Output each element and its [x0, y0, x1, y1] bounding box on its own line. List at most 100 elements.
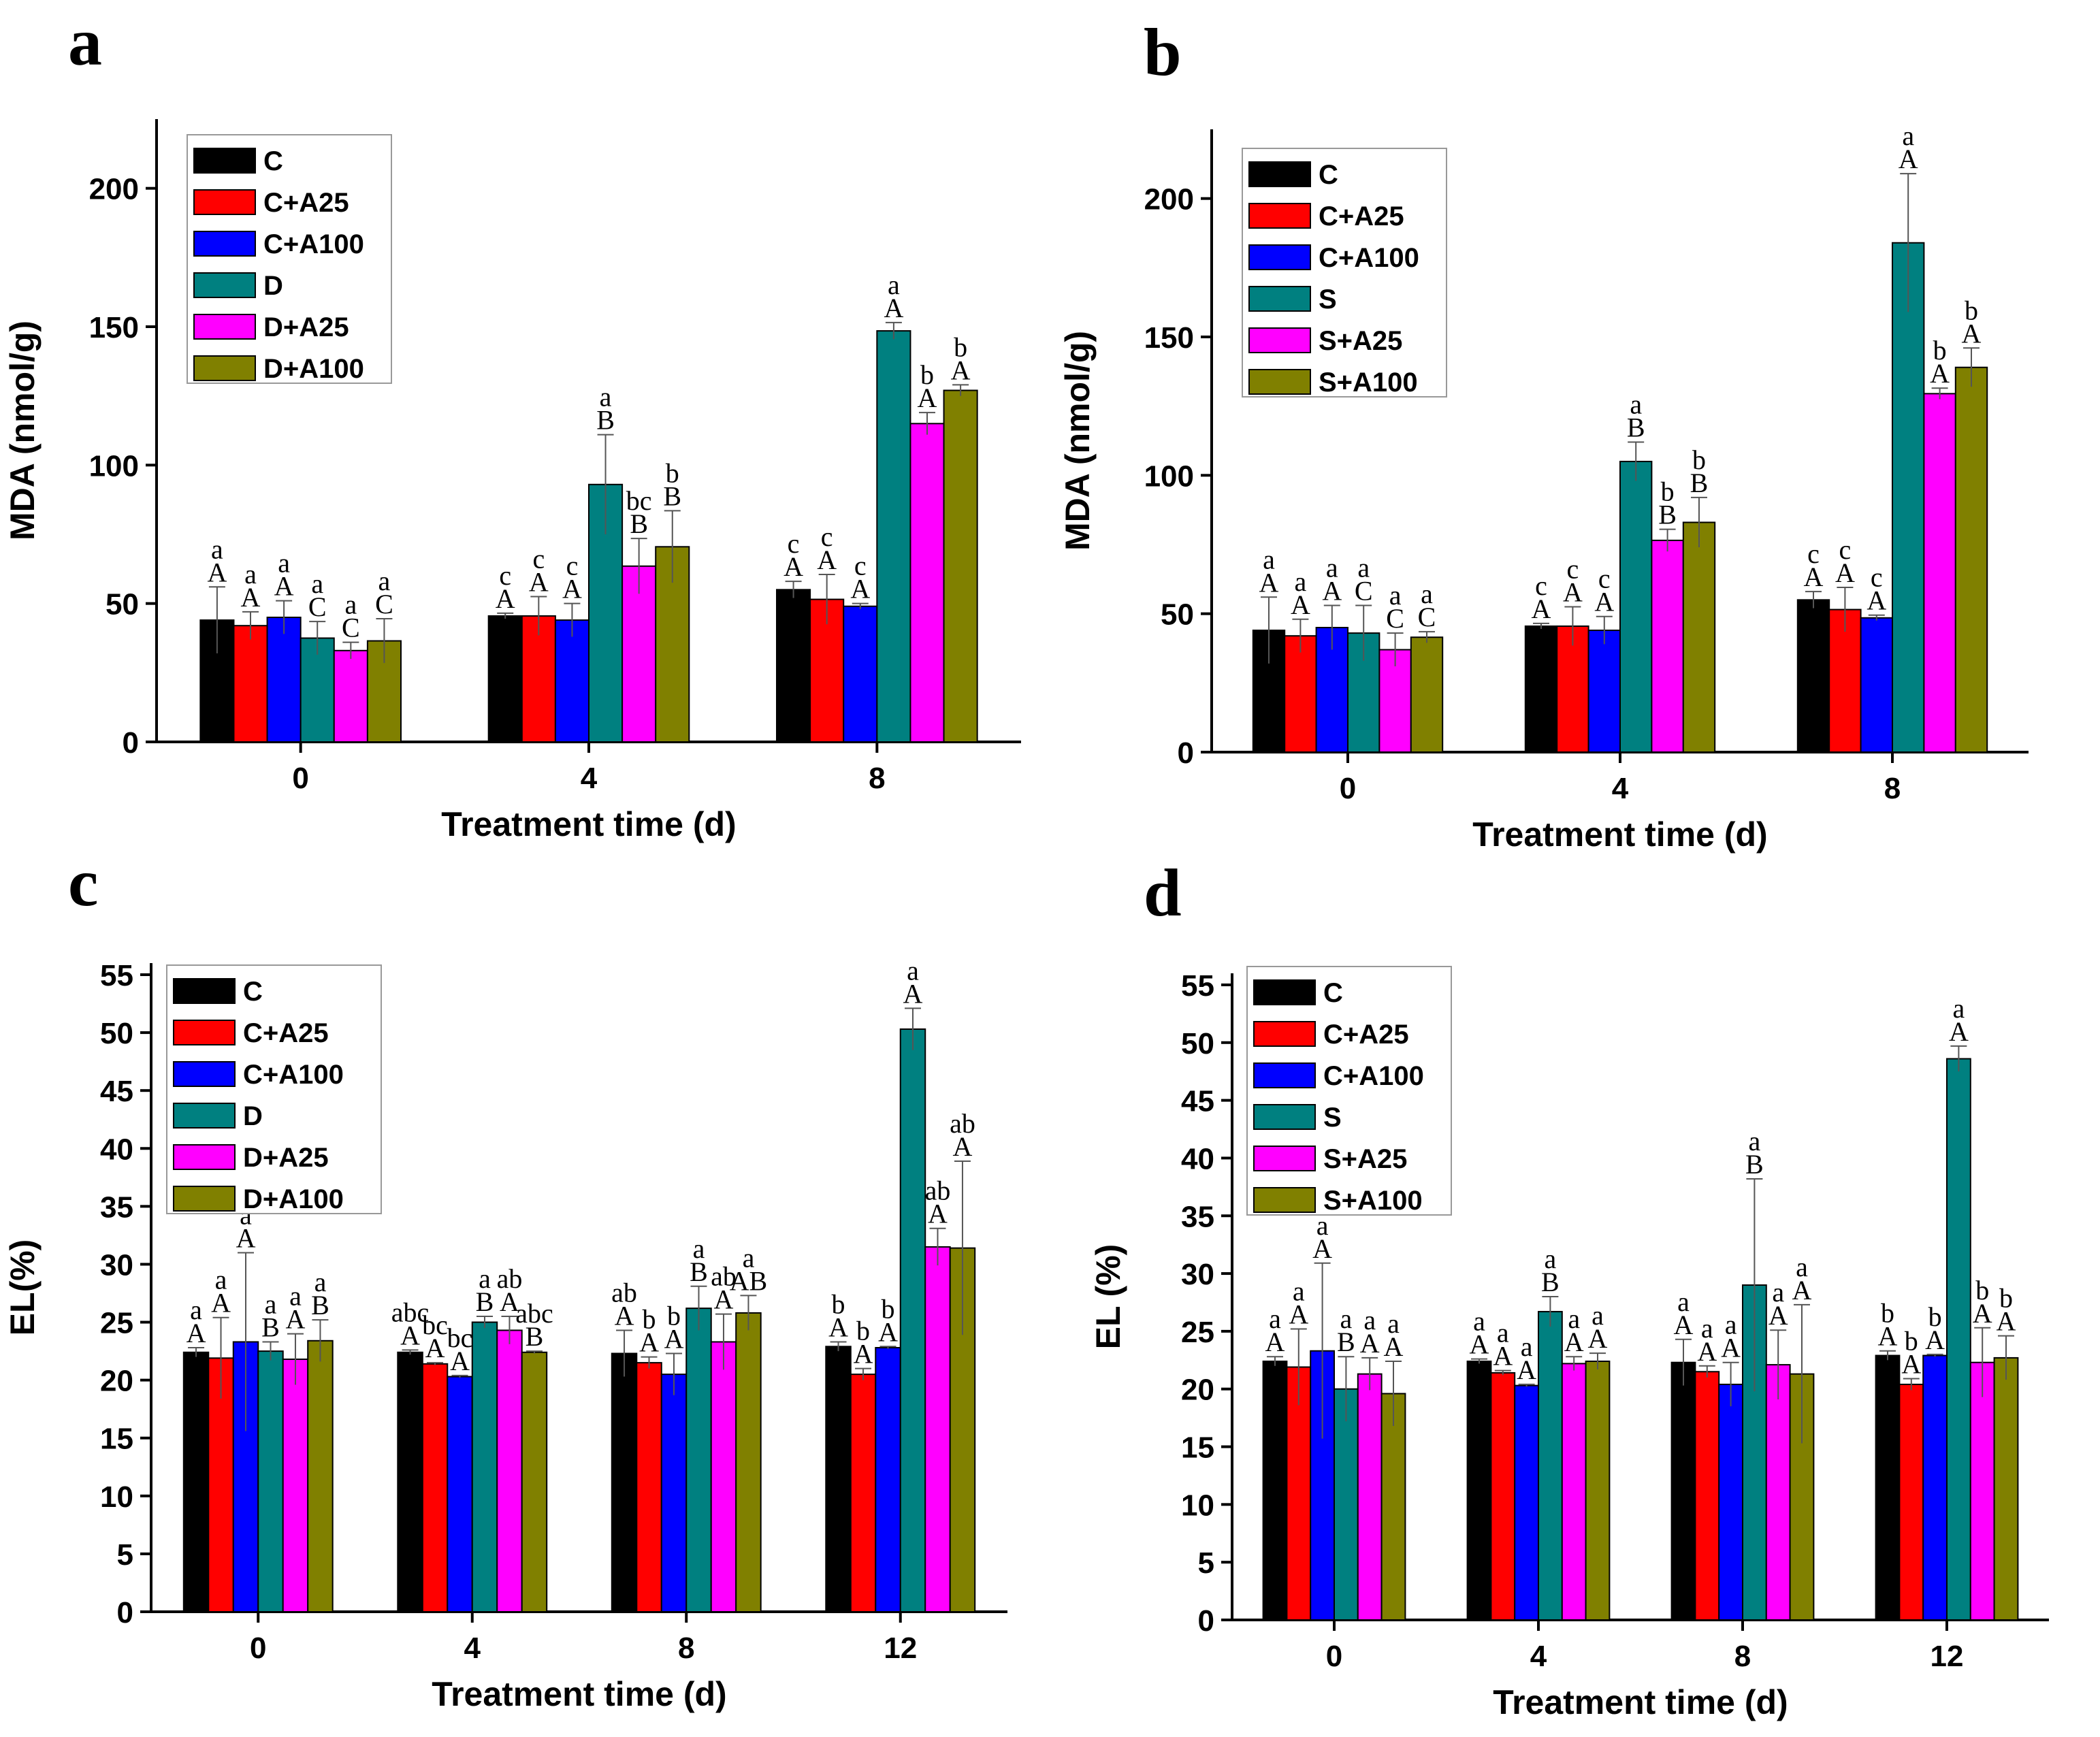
significance-upper-label: A: [529, 567, 549, 598]
bar: [1860, 617, 1894, 753]
significance-lower-label: a: [1269, 1303, 1281, 1334]
significance-upper-label: A: [1564, 1327, 1584, 1357]
legend-label: D: [243, 1101, 263, 1131]
significance-upper-label: A: [615, 1300, 634, 1331]
significance-upper-label: A: [1588, 1323, 1608, 1354]
x-tick-label: 0: [1340, 772, 1356, 805]
significance-upper-label: A: [425, 1333, 445, 1363]
significance-lower-label: a: [190, 1295, 202, 1325]
legend-swatch: [193, 231, 256, 257]
bar: [1828, 608, 1862, 753]
y-tick-label: 200: [1144, 183, 1194, 216]
bar: [1284, 635, 1317, 753]
significance-lower-label: a: [1568, 1303, 1580, 1334]
significance-upper-label: C: [1355, 575, 1373, 606]
bar: [1514, 1384, 1539, 1621]
bar: [447, 1376, 473, 1612]
bar: [1556, 625, 1589, 753]
x-axis-title: Treatment time (d): [432, 1675, 726, 1713]
significance-upper-label: C: [342, 613, 360, 643]
significance-lower-label: c: [788, 528, 800, 559]
y-tick-label: 100: [89, 449, 139, 483]
significance-upper-label: A: [714, 1284, 734, 1315]
significance-lower-label: b: [643, 1304, 656, 1335]
significance-lower-label: a: [211, 534, 223, 564]
bar: [1651, 539, 1684, 753]
legend-label: C: [243, 977, 263, 1007]
significance-upper-label: C: [1418, 602, 1436, 632]
significance-upper-label: A: [1901, 1348, 1921, 1379]
significance-lower-label: b: [832, 1288, 845, 1319]
x-tick-label: 8: [678, 1632, 694, 1665]
y-tick-label: 20: [1181, 1374, 1214, 1407]
significance-upper-label: B: [311, 1290, 329, 1320]
y-tick-label: 35: [1181, 1200, 1214, 1233]
x-tick-label: 4: [581, 762, 598, 795]
significance-lower-label: a: [1421, 579, 1433, 609]
significance-lower-label: a: [1630, 389, 1642, 420]
bar: [636, 1362, 662, 1613]
significance-lower-label: c: [854, 551, 867, 581]
legend-label: C+A25: [263, 188, 349, 218]
x-tick-label: 4: [1612, 772, 1629, 805]
significance-upper-label: A: [187, 1318, 206, 1348]
y-tick-label: 30: [100, 1248, 133, 1282]
significance-upper-label: A: [884, 293, 903, 323]
significance-upper-label: B: [1745, 1149, 1764, 1180]
significance-lower-label: b: [1933, 335, 1947, 366]
legend-label: C: [1323, 978, 1343, 1008]
significance-lower-label: a: [378, 566, 391, 596]
legend-label: D: [263, 271, 283, 301]
significance-lower-label: b: [1661, 476, 1675, 507]
legend-swatch: [1248, 327, 1311, 353]
significance-upper-label: B: [261, 1312, 280, 1342]
bar: [1899, 1383, 1924, 1621]
bar: [875, 1346, 901, 1612]
x-tick-label: 4: [464, 1632, 481, 1665]
legend-swatch: [193, 314, 256, 340]
significance-lower-label: a: [888, 270, 900, 300]
significance-upper-label: A: [1291, 589, 1310, 620]
significance-upper-label: A: [1470, 1329, 1489, 1360]
x-tick-label: 0: [292, 762, 308, 795]
bar: [1892, 242, 1925, 753]
significance-upper-label: B: [1658, 500, 1677, 530]
bar: [1466, 1361, 1492, 1621]
significance-lower-label: a: [311, 568, 323, 599]
legend-label: C+A25: [1319, 201, 1404, 231]
significance-lower-label: ab: [950, 1108, 975, 1139]
bar: [1380, 1393, 1406, 1621]
bar: [1682, 521, 1716, 753]
significance-upper-label: A: [1867, 585, 1886, 616]
y-axis-title: MDA (nmol/g): [1059, 331, 1097, 551]
y-tick-label: 0: [1178, 736, 1194, 770]
y-tick-label: 45: [100, 1075, 133, 1108]
significance-upper-label: A: [639, 1327, 659, 1358]
significance-upper-label: A: [1563, 577, 1583, 608]
bar: [1954, 366, 1988, 753]
bar: [182, 1351, 210, 1613]
significance-upper-label: A: [953, 1131, 973, 1162]
legend-label: S: [1323, 1103, 1342, 1133]
significance-upper-label: A: [211, 1288, 231, 1318]
y-tick-label: 50: [100, 1017, 133, 1050]
legend-label: C: [1319, 160, 1338, 190]
panel-letter: a: [68, 4, 102, 80]
significance-lower-label: a: [1545, 1244, 1557, 1274]
y-tick-label: 25: [100, 1307, 133, 1340]
significance-upper-label: A: [1594, 587, 1614, 617]
bar: [899, 1028, 926, 1613]
significance-upper-label: B: [630, 508, 648, 539]
significance-lower-label: a: [1473, 1306, 1485, 1337]
y-tick-label: 25: [1181, 1316, 1214, 1349]
bar: [1670, 1361, 1696, 1621]
significance-upper-label: B: [690, 1256, 708, 1287]
legend-swatch: [1248, 369, 1311, 395]
x-tick-label: 12: [884, 1632, 917, 1665]
significance-upper-label: B: [596, 405, 615, 436]
significance-upper-label: A: [1804, 562, 1824, 592]
legend-label: C: [263, 146, 283, 176]
significance-lower-label: c: [1535, 570, 1547, 601]
